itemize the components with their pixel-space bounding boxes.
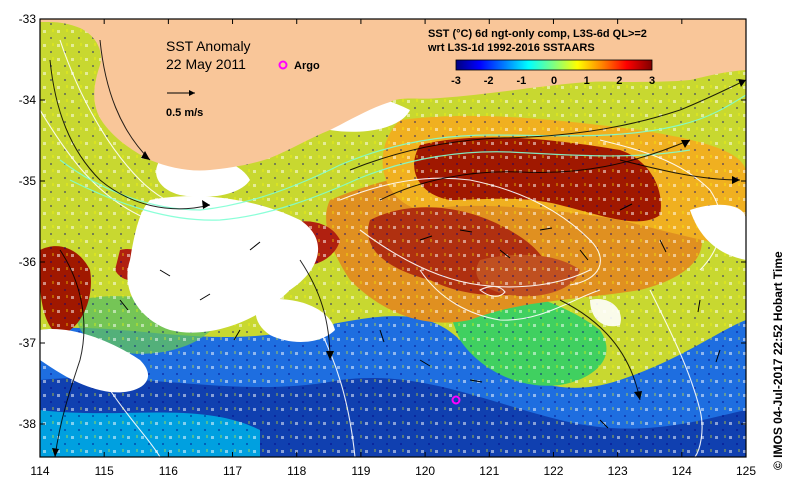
colorbar-tick-label: 1 <box>584 75 590 87</box>
x-tick-label: 122 <box>543 464 563 478</box>
x-axis-ticks: 114 115 116 117 118 119 120 121 122 123 124 125 <box>30 19 756 478</box>
colorbar-tick-label: 0 <box>551 75 557 87</box>
x-tick-label: 125 <box>736 464 756 478</box>
colorbar-ticks: -3 -2 -1 0 1 2 3 <box>451 75 655 87</box>
x-tick-label: 124 <box>672 464 692 478</box>
vector-arrowheads <box>52 79 746 457</box>
y-tick-label: -37 <box>19 336 37 350</box>
y-axis-ticks: -33-34-35-36-37-38 <box>19 12 746 431</box>
x-tick-label: 120 <box>415 464 435 478</box>
argo-float-icon <box>451 395 461 405</box>
land-mass <box>40 19 746 171</box>
x-tick-label: 114 <box>30 464 49 478</box>
argo-marker-icon <box>278 60 288 70</box>
y-tick-label: -33 <box>19 12 37 26</box>
sst-field <box>40 19 746 457</box>
scale-label: 0.5 m/s <box>166 107 203 119</box>
x-tick-label: 119 <box>351 464 370 478</box>
current-vectors <box>49 39 746 457</box>
x-tick-label: 117 <box>223 464 242 478</box>
colorbar-tick-label: -3 <box>451 75 461 87</box>
colorbar: SST (°C) 6d ngt-only comp, L3S-6d QL>=2 … <box>427 28 655 87</box>
argo-label: Argo <box>294 60 320 72</box>
argo-legend: Argo <box>278 60 320 72</box>
plot-frame <box>39 18 747 458</box>
x-tick-label: 118 <box>287 464 306 478</box>
x-tick-label: 121 <box>479 464 499 478</box>
colorbar-tick-label: 3 <box>649 75 655 87</box>
map-title: SST Anomaly <box>166 38 251 54</box>
imos-credit: © IMOS 04-Jul-2017 22:52 Hobart Time <box>771 251 785 470</box>
map-date: 22 May 2011 <box>166 56 246 72</box>
y-tick-label: -38 <box>19 417 37 431</box>
legend-line-2: wrt L3S-1d 1992-2016 SSTAARS <box>427 42 595 54</box>
colorbar-tick-label: -1 <box>516 75 526 87</box>
y-tick-label: -35 <box>19 174 37 188</box>
small-arrows <box>119 203 721 429</box>
x-tick-label: 116 <box>159 464 178 478</box>
velocity-scale: 0.5 m/s <box>166 90 203 119</box>
y-tick-label: -34 <box>19 93 37 107</box>
colorbar-tick-label: -2 <box>484 75 494 87</box>
y-tick-label: -36 <box>19 255 37 269</box>
colorbar-tick-label: 2 <box>616 75 622 87</box>
x-tick-label: 123 <box>608 464 628 478</box>
x-tick-label: 115 <box>95 464 114 478</box>
colorbar-gradient <box>455 59 653 71</box>
sst-contours <box>40 39 722 457</box>
legend-line-1: SST (°C) 6d ngt-only comp, L3S-6d QL>=2 <box>428 28 647 40</box>
